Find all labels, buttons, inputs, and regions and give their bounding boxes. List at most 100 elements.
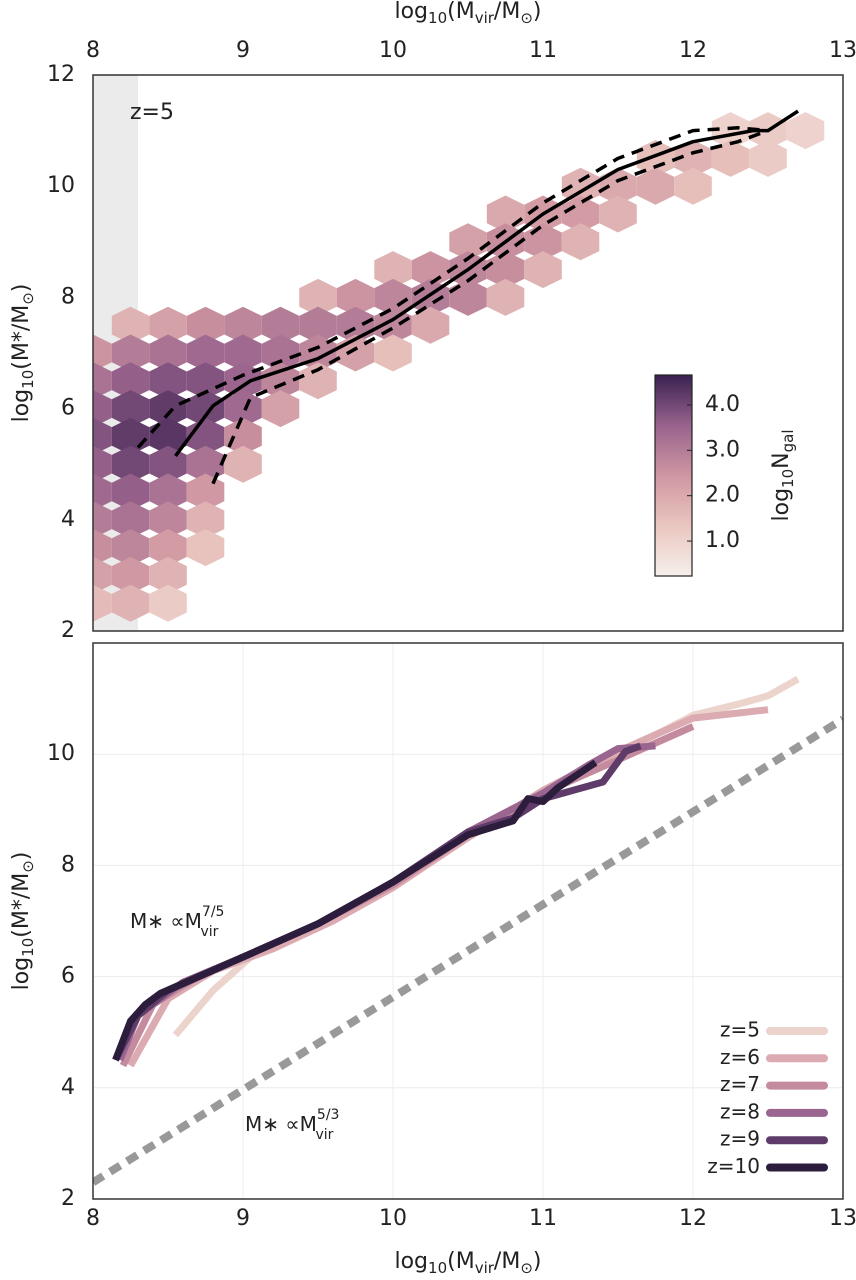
hex-cell: [261, 334, 300, 372]
hex-cell: [186, 445, 225, 483]
x-axis-label-part: log: [394, 0, 428, 24]
hex-cell: [224, 306, 262, 344]
hex-cell: [299, 306, 337, 344]
hex-cell: [93, 362, 112, 400]
colorbar-tick-label: 2.0: [705, 483, 740, 508]
hex-cell: [111, 584, 150, 622]
y-axis-label-part: ): [9, 852, 34, 861]
plot-frame: [92, 642, 844, 1200]
hex-cell: [599, 195, 637, 233]
x-tick-label: 9: [236, 38, 250, 63]
hex-cell: [149, 556, 187, 594]
hex-cell: [711, 139, 750, 177]
hex-cell: [674, 139, 712, 177]
x-axis-label-part: /M: [494, 0, 520, 24]
x-tick-label: 11: [529, 38, 557, 63]
reference-line: [136, 126, 769, 449]
series-line: [172, 676, 800, 1038]
hex-cell: [149, 390, 187, 428]
hex-cell: [93, 445, 112, 483]
x-axis-label-part: ⊙: [520, 9, 533, 27]
hex-cell: [111, 501, 150, 539]
y-tick-label: 10: [47, 741, 75, 766]
y-axis-label: log10(M*/M⊙): [9, 284, 37, 423]
annotation: z=5: [130, 100, 174, 125]
series-line: [127, 706, 769, 1068]
y-tick-label: 6: [61, 396, 75, 421]
x-tick-label: 8: [86, 38, 100, 63]
hex-cell: [261, 362, 300, 400]
hex-cell: [149, 584, 187, 622]
hex-cell: [93, 529, 112, 567]
hex-cell: [374, 251, 412, 289]
hex-cell: [224, 417, 262, 455]
y-axis-label-part: log: [9, 389, 34, 423]
x-tick-label: 10: [379, 38, 407, 63]
hex-cell: [186, 306, 225, 344]
hex-cell: [524, 251, 562, 289]
y-tick-label: 4: [61, 507, 75, 532]
hex-cell: [93, 473, 112, 511]
y-tick-label: 2: [61, 618, 75, 643]
y-axis-label-part: ⊙: [19, 860, 37, 873]
hex-cell: [111, 334, 150, 372]
annotation-sup: 5/3: [317, 1107, 340, 1123]
reference-line: [93, 715, 843, 1186]
x-axis-label-part: /M: [494, 1249, 520, 1274]
hex-cell: [111, 473, 150, 511]
x-tick-label: 8: [86, 1206, 100, 1231]
hex-cell: [93, 417, 112, 455]
hex-cell: [561, 195, 600, 233]
hex-cell: [261, 306, 300, 344]
hex-cell: [149, 417, 187, 455]
hex-cell: [674, 167, 712, 205]
legend-label: z=8: [720, 1099, 760, 1123]
hex-cell: [224, 445, 262, 483]
x-axis-label-part: 10: [428, 1259, 447, 1277]
hex-cell: [561, 223, 600, 261]
x-tick-label: 12: [679, 38, 707, 63]
hex-cell: [149, 334, 187, 372]
colorbar-label-part: N: [769, 452, 794, 468]
y-axis-label-part: (M*/M: [9, 873, 34, 938]
hex-cell: [111, 445, 150, 483]
hex-cell: [261, 390, 300, 428]
hex-cell: [93, 334, 112, 372]
hex-cell: [149, 362, 187, 400]
hex-cell: [149, 529, 187, 567]
hex-cell: [149, 501, 187, 539]
annotation-sub: vir: [315, 1127, 333, 1143]
hex-cell: [449, 223, 487, 261]
legend-label: z=5: [720, 1018, 760, 1042]
hex-cell: [374, 278, 412, 316]
y-tick-label: 8: [61, 852, 75, 877]
y-axis-label-part: 10: [19, 370, 37, 389]
hex-cell: [93, 584, 112, 622]
colorbar-label-part: gal: [779, 430, 797, 453]
hex-cell: [93, 501, 112, 539]
hex-cell: [299, 362, 337, 400]
hex-cell: [111, 306, 150, 344]
x-axis-label: log10(Mvir/M⊙): [394, 1249, 541, 1277]
hex-cell: [486, 251, 525, 289]
annotation: M∗ ∝M7/5 vir: [130, 904, 224, 940]
legend-label: z=10: [707, 1154, 760, 1178]
y-tick-label: 2: [61, 1186, 75, 1211]
hex-cell: [486, 278, 525, 316]
legend-label: z=7: [720, 1072, 760, 1096]
colorbar-tick-label: 4.0: [705, 392, 740, 417]
x-axis-label-part: log: [394, 1249, 428, 1274]
colorbar-label-part: log: [769, 488, 794, 522]
y-tick-label: 12: [47, 62, 75, 87]
y-tick-label: 8: [61, 284, 75, 309]
x-tick-label: 13: [829, 1206, 856, 1231]
hex-cell: [149, 306, 187, 344]
legend-label: z=9: [720, 1127, 760, 1151]
hex-cell: [749, 139, 787, 177]
hex-cell: [411, 306, 450, 344]
colorbar-tick-label: 3.0: [705, 437, 740, 462]
y-axis-label-part: 10: [19, 938, 37, 957]
hex-cell: [636, 167, 675, 205]
hex-cell: [186, 529, 225, 567]
